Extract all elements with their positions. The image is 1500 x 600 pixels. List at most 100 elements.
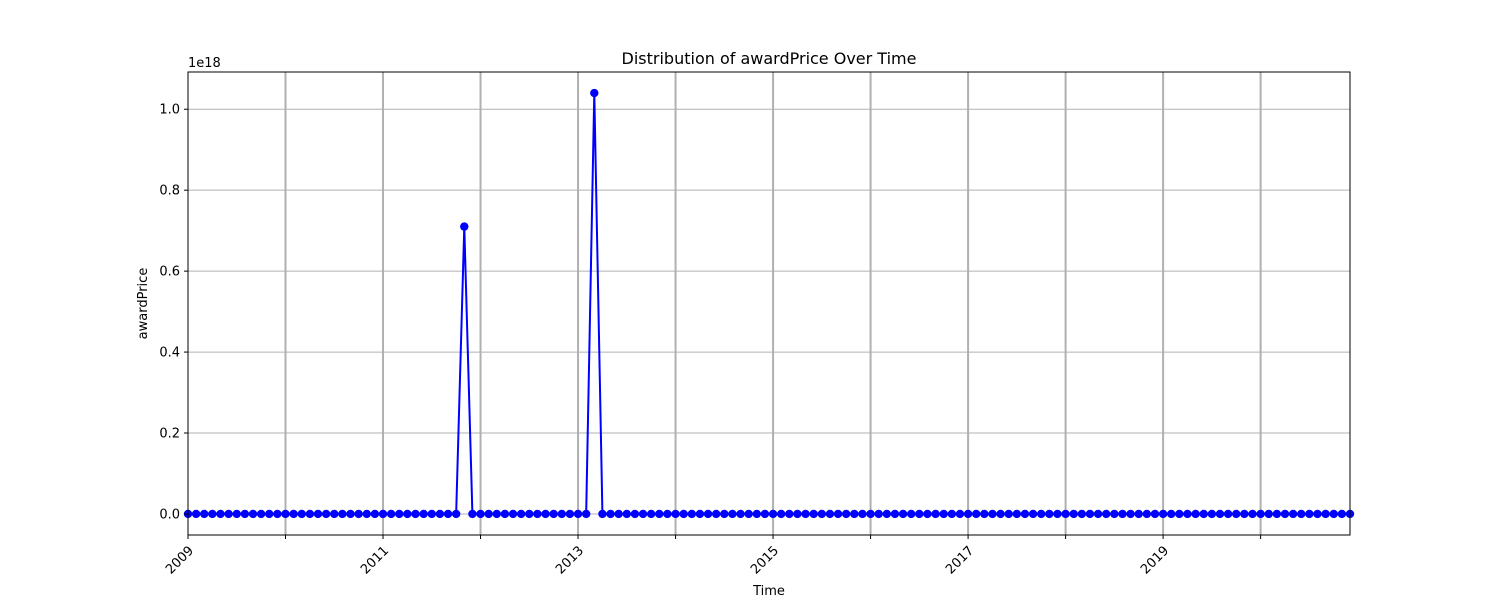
x-tick-label: 2013: [553, 543, 587, 577]
data-point: [1093, 509, 1103, 519]
data-point: [1248, 509, 1257, 519]
data-point: [346, 509, 355, 519]
data-point: [744, 509, 753, 519]
y-tick-label: 0.2: [159, 427, 180, 442]
data-point: [1167, 509, 1176, 519]
data-point: [1175, 509, 1184, 519]
data-point: [614, 509, 623, 519]
data-point: [1012, 509, 1022, 519]
data-point: [508, 509, 518, 519]
data-point: [1045, 509, 1054, 519]
data-point: [874, 509, 883, 519]
data-point: [630, 509, 640, 519]
data-point: [695, 509, 705, 519]
data-point: [768, 509, 778, 519]
data-point: [1069, 509, 1078, 519]
data-point: [1020, 509, 1030, 519]
data-point: [776, 509, 786, 519]
data-point: [492, 509, 501, 519]
data-point: [1191, 509, 1200, 519]
data-point: [898, 509, 908, 519]
data-point: [1110, 509, 1119, 519]
y-tick-label: 0.8: [159, 184, 180, 199]
data-point: [858, 509, 867, 519]
data-point: [427, 509, 436, 519]
data-point: [305, 509, 315, 519]
grid: [188, 72, 1350, 535]
data-point: [1126, 509, 1135, 519]
data-point: [1102, 509, 1111, 519]
series-line: [188, 92, 1350, 515]
data-point: [931, 509, 940, 519]
data-point: [1053, 509, 1062, 519]
data-point: [573, 509, 583, 519]
x-axis-label: Time: [752, 584, 785, 599]
data-point: [1272, 509, 1282, 519]
x-tick-label: 2011: [358, 543, 392, 577]
data-point: [955, 509, 965, 519]
y-tick-label: 1.0: [159, 103, 180, 118]
data-point: [484, 509, 493, 519]
data-point: [1183, 509, 1192, 519]
data-point: [736, 509, 745, 519]
data-point: [435, 509, 445, 519]
data-point: [403, 509, 412, 519]
data-point: [939, 509, 948, 519]
y-axis-offset-label: 1e18: [188, 56, 221, 71]
data-point: [313, 509, 323, 519]
data-point: [671, 509, 680, 519]
data-point: [1232, 509, 1241, 519]
data-point: [972, 509, 981, 519]
data-point: [996, 509, 1005, 519]
data-point: [468, 509, 477, 519]
data-point: [1264, 509, 1273, 519]
data-point: [752, 509, 762, 519]
data-point: [516, 509, 526, 519]
data-point: [321, 509, 331, 519]
y-axis-label: awardPrice: [136, 268, 151, 340]
data-point: [720, 509, 729, 519]
data-point: [1256, 509, 1265, 519]
data-point: [622, 509, 631, 519]
data-point: [395, 509, 404, 519]
x-axis: 2009 2011 2013 2015 2017 2019: [163, 535, 1262, 577]
data-point: [1313, 509, 1322, 519]
data-point: [711, 509, 721, 519]
data-point: [1280, 509, 1290, 519]
data-point: [1134, 509, 1143, 519]
data-point: [866, 509, 875, 519]
data-point: [289, 509, 298, 519]
data-point: [1215, 509, 1225, 519]
data-point: [1150, 509, 1160, 519]
data-point: [825, 509, 835, 519]
data-point: [338, 509, 347, 519]
data-point: [1329, 509, 1338, 519]
x-tick-label: 2009: [163, 543, 197, 577]
data-point: [1337, 509, 1347, 519]
data-point: [248, 509, 258, 519]
data-point: [362, 509, 371, 519]
data-point: [216, 509, 225, 519]
data-point: [1085, 509, 1095, 519]
data-point: [850, 509, 859, 519]
data-point: [638, 509, 648, 519]
data-point: [1142, 509, 1152, 519]
data-point: [606, 509, 615, 519]
data-point: [833, 509, 843, 519]
data-point: [841, 509, 851, 519]
data-point: [354, 509, 363, 519]
data-point: [208, 509, 217, 519]
data-point: [915, 509, 924, 519]
data-point: [451, 509, 461, 519]
data-point: [817, 509, 827, 519]
data-point: [500, 509, 510, 519]
data-point: [793, 509, 802, 519]
data-point: [549, 509, 558, 519]
data-point: [411, 509, 420, 519]
data-point: [297, 509, 306, 519]
data-point: [1061, 509, 1070, 519]
data-point: [947, 509, 957, 519]
data-point: [1321, 509, 1330, 519]
data-point: [1297, 509, 1306, 519]
data-point: [687, 509, 697, 519]
